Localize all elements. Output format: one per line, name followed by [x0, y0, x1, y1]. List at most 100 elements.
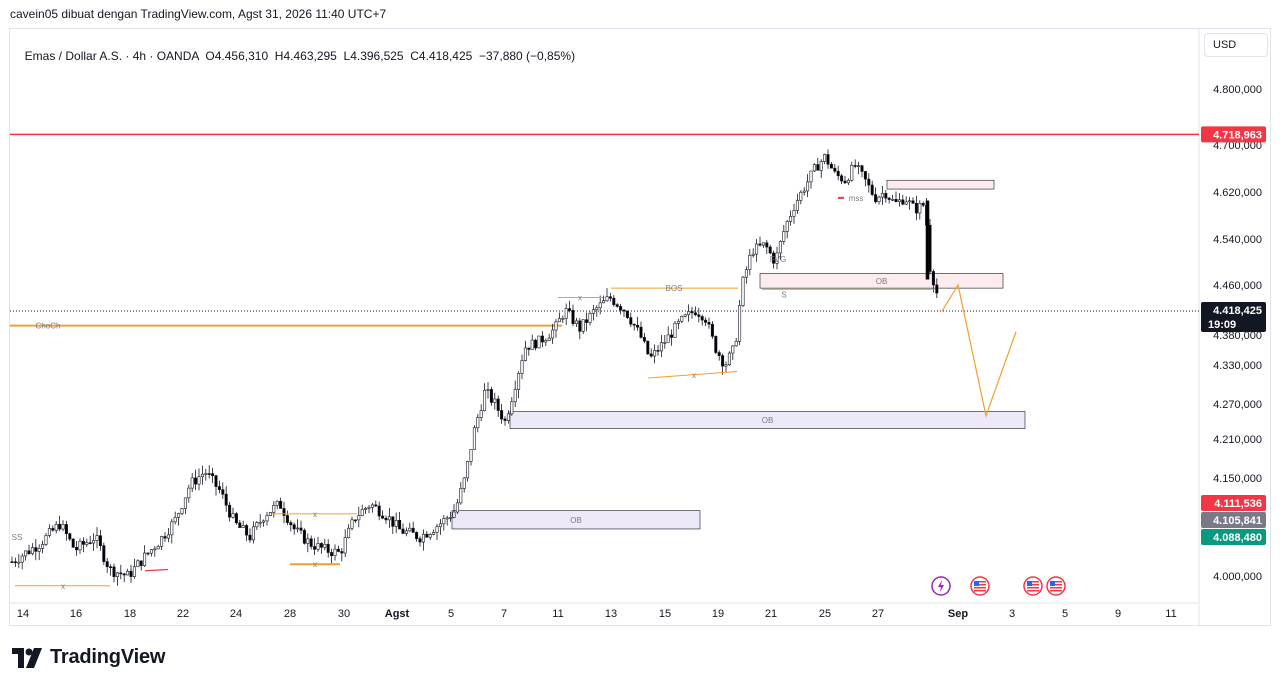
swing-x-label: x	[313, 510, 317, 519]
candle-body	[585, 319, 589, 323]
candle-body	[282, 508, 286, 516]
order-block	[759, 273, 1004, 289]
candle-body	[452, 511, 456, 518]
candle-body	[564, 308, 568, 319]
time-axis-tick: 27	[872, 608, 884, 620]
candle-body	[506, 413, 510, 421]
candle-body	[738, 305, 742, 342]
candle-body	[340, 551, 344, 554]
candle-body	[540, 335, 544, 343]
candle-body	[483, 389, 487, 412]
candle-body	[870, 184, 874, 195]
candle-body	[850, 165, 854, 181]
candle-body	[58, 523, 62, 530]
candle-body	[690, 311, 694, 314]
candle-body	[670, 334, 674, 338]
candle-body	[860, 165, 864, 172]
candle-body	[357, 515, 361, 521]
candle-body	[177, 513, 181, 518]
candle-body	[10, 561, 14, 563]
candle-body	[632, 323, 636, 326]
candle-body	[156, 545, 160, 550]
candle-body	[884, 193, 888, 199]
symbol-name[interactable]: Emas / Dollar A.S. · 4h · OANDA	[24, 49, 199, 63]
order-block	[451, 510, 701, 530]
candle-body	[598, 302, 602, 309]
price-axis-tick: 4.800,000	[1213, 84, 1262, 96]
currency-button[interactable]: USD	[1204, 33, 1268, 57]
candle-body	[404, 530, 408, 534]
tradingview-brand[interactable]: TradingView	[12, 646, 165, 669]
candle-body	[891, 198, 895, 201]
candle-body	[778, 241, 782, 254]
price-tag	[1201, 495, 1266, 511]
candle-body	[887, 197, 891, 200]
candle-body	[595, 307, 599, 311]
candle-body	[721, 355, 725, 367]
candle-body	[826, 154, 830, 165]
candle-body	[27, 550, 31, 554]
price-tag-label: 4.088,480	[1213, 532, 1262, 544]
time-axis-tick: 15	[659, 608, 671, 620]
order-block-label: OB	[876, 277, 888, 286]
candle-body	[931, 271, 935, 286]
symbol-info-bar[interactable]: Emas / Dollar A.S. · 4h · OANDA O4.456,3…	[18, 35, 575, 63]
flag-stripe	[974, 590, 986, 592]
candle-body	[568, 308, 572, 311]
candle-body	[384, 517, 388, 521]
candle-body	[248, 534, 252, 541]
candle-body	[574, 320, 578, 324]
candle-body	[867, 178, 871, 186]
candle-body	[479, 410, 483, 418]
candle-body	[68, 533, 72, 540]
candle-body	[85, 542, 89, 545]
time-axis-tick: 14	[17, 608, 29, 620]
candle-body	[795, 200, 799, 211]
candle-body	[717, 352, 721, 356]
candle-body	[551, 329, 555, 339]
flag-stripe	[1050, 581, 1062, 583]
candle-body	[857, 165, 861, 167]
ohlc-change: −37,880 (−0,85%)	[479, 49, 576, 63]
candle-body	[336, 548, 340, 552]
candle-body	[833, 167, 837, 172]
price-axis-tick: 4.150,000	[1213, 473, 1262, 485]
bos-label: BOS	[666, 284, 683, 293]
time-axis-tick: 25	[819, 608, 831, 620]
partial-label: SS	[12, 533, 23, 542]
candle-body	[44, 535, 48, 545]
flag-stripe	[1050, 584, 1062, 586]
candle-body	[554, 321, 558, 331]
candle-body	[166, 534, 170, 539]
candle-body	[445, 517, 449, 520]
candle-body	[302, 529, 306, 544]
candle-body	[432, 532, 436, 535]
time-axis-tick: Sep	[948, 608, 968, 620]
candle-body	[748, 255, 752, 271]
candle-body	[751, 253, 755, 256]
time-axis-tick: 7	[501, 608, 507, 620]
candle-body	[714, 336, 718, 353]
price-tag	[1201, 301, 1266, 332]
candle-body	[846, 179, 850, 184]
candle-body	[520, 360, 524, 374]
candle-body	[874, 194, 878, 203]
candle-body	[146, 552, 150, 555]
candle-body	[285, 515, 289, 523]
candle-body	[816, 164, 820, 171]
candle-body	[92, 540, 96, 544]
price-axis-tick: 4.380,000	[1213, 330, 1262, 342]
candle-body	[772, 252, 776, 264]
time-axis-tick: 13	[605, 608, 617, 620]
candle-body	[493, 398, 497, 403]
candle-body	[279, 500, 283, 509]
candle-body	[843, 180, 847, 184]
candle-body	[353, 519, 357, 522]
time-axis-tick: 9	[1115, 608, 1121, 620]
brand-name: TradingView	[50, 646, 166, 668]
candle-body	[853, 165, 857, 167]
candle-body	[51, 528, 55, 531]
candle-body	[646, 340, 650, 355]
candle-body	[755, 243, 759, 255]
